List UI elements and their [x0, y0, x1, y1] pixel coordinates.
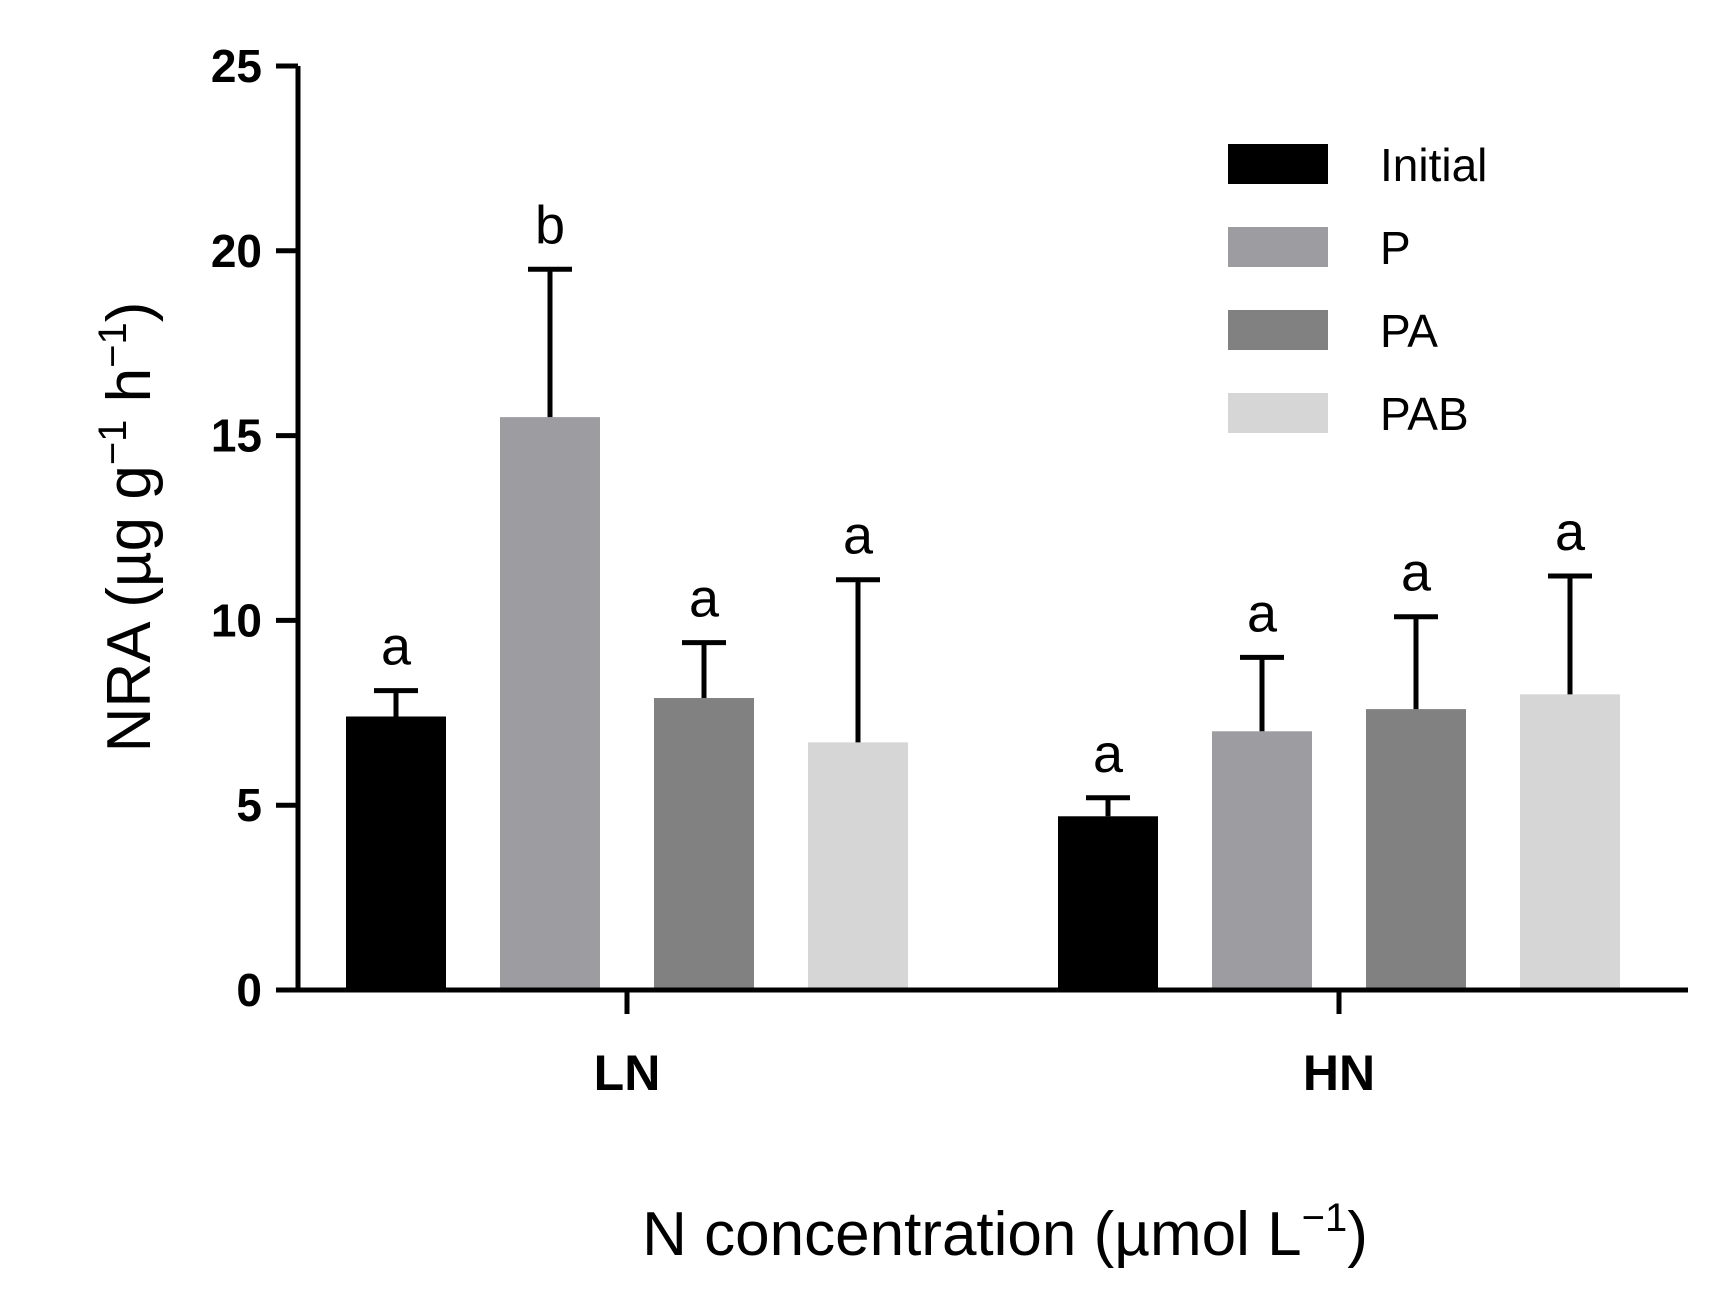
bar-ln-initial [346, 716, 446, 990]
y-axis-title: NRA (µg g−1 h−1) [91, 302, 164, 753]
legend-label-initial: Initial [1380, 139, 1487, 191]
legend-swatch-pab [1228, 393, 1328, 433]
x-tick-label-ln: LN [594, 1045, 661, 1101]
x-axis-title-end: ) [1347, 1200, 1368, 1269]
legend-label-p: P [1380, 222, 1411, 274]
sig-label-hn-pa: a [1401, 543, 1432, 603]
bar-ln-p [500, 417, 600, 990]
bar-ln-pa [654, 698, 754, 990]
sig-label-ln-pa: a [689, 569, 720, 629]
y-tick-label: 0 [236, 964, 262, 1016]
sig-label-ln-initial: a [381, 617, 412, 677]
x-axis-title-main: N concentration (µmol L [642, 1200, 1301, 1269]
error-bars-layer [374, 266, 1592, 817]
y-tick-label: 20 [211, 225, 262, 277]
y-tick-label: 10 [211, 594, 262, 646]
y-ticks-layer: 0 5 10 15 20 25 [211, 40, 298, 1016]
legend-label-pa: PA [1380, 305, 1438, 357]
sig-label-ln-pab: a [843, 506, 874, 566]
sig-label-hn-pab: a [1555, 502, 1586, 562]
y-axis-title-mid: h [95, 368, 164, 420]
y-axis-title-main: NRA (µg g [95, 465, 164, 752]
bar-hn-p [1212, 731, 1312, 990]
y-tick-label: 25 [211, 40, 262, 92]
legend-swatch-p [1228, 227, 1328, 267]
bar-hn-pab [1520, 694, 1620, 990]
legend-swatch-initial [1228, 144, 1328, 184]
x-ticks-layer: LN HN [594, 990, 1375, 1101]
legend-swatch-pa [1228, 310, 1328, 350]
sig-label-ln-p: b [535, 195, 565, 255]
sig-label-hn-initial: a [1093, 724, 1124, 784]
y-axis-title-sup1: −1 [91, 420, 135, 466]
bars-layer [346, 417, 1620, 990]
y-tick-label: 15 [211, 410, 262, 462]
y-axis-title-sup2: −1 [91, 322, 135, 368]
bar-hn-initial [1058, 816, 1158, 990]
x-axis-title: N concentration (µmol L−1) [642, 1196, 1368, 1269]
significance-labels-layer: a b a a a a a a [381, 195, 1586, 784]
sig-label-hn-p: a [1247, 583, 1278, 643]
y-tick-label: 5 [236, 779, 262, 831]
bar-hn-pa [1366, 709, 1466, 990]
x-tick-label-hn: HN [1303, 1045, 1375, 1101]
bar-ln-pab [808, 742, 908, 990]
y-axis-title-end: ) [95, 302, 164, 323]
legend-label-pab: PAB [1380, 388, 1469, 440]
x-axis-title-sup: −1 [1302, 1196, 1348, 1240]
legend: Initial P PA PAB [1228, 139, 1487, 440]
